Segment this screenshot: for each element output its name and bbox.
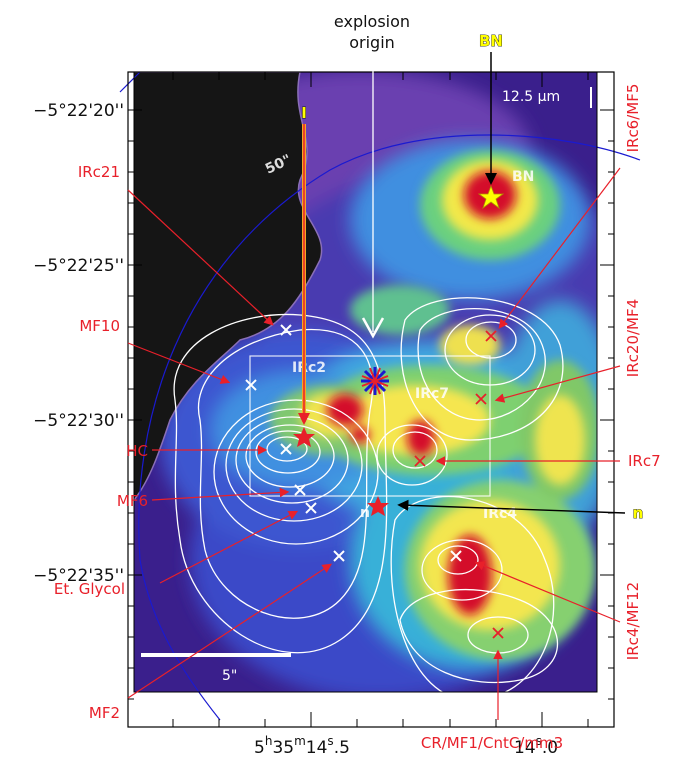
irc-box (249, 355, 491, 497)
wavelength-label: 12.5 μm (502, 89, 560, 105)
dec-tick-label: −5°22'20'' (33, 101, 124, 121)
ra-tick-label-2: 14s.0 (514, 734, 558, 758)
ra-tick-label: 5h35m14s.5 (254, 734, 350, 758)
n-tag: n (633, 504, 644, 522)
scale-bar-label: 5" (222, 668, 237, 684)
label-irc21: IRc21 (78, 163, 120, 181)
irc2-image-label: IRc2 (292, 360, 326, 376)
n-arrow (397, 499, 626, 514)
bn-star (477, 184, 505, 210)
label-irc20mf4: IRc20/MF4 (624, 299, 642, 377)
label-mf2: MF2 (89, 704, 120, 722)
right-ticks (600, 109, 614, 700)
label-cr: CR/MF1/CntC/mm3 (421, 734, 563, 752)
label-etglycol: Et. Glycol (54, 580, 125, 598)
label-mf6: MF6 (117, 492, 148, 510)
n-image-label: n (360, 505, 370, 521)
dec-tick-label: −5°22'35'' (33, 566, 124, 586)
label-irc4mf12: IRc4/MF12 (624, 582, 642, 660)
dec-tick-label: −5°22'25'' (33, 256, 124, 276)
explosion-arrow-head (361, 317, 385, 339)
irc4-image-label: IRc4 (483, 506, 517, 522)
red-x-markers (414, 330, 504, 639)
label-mf10: MF10 (79, 317, 120, 335)
white-x-markers (245, 324, 462, 562)
source-i-star (293, 427, 315, 447)
intensity-map (134, 72, 597, 692)
explosion-origin-marker (361, 367, 389, 395)
irc7-image-label: IRc7 (415, 386, 449, 402)
explosion-label-line1: explosion (334, 12, 410, 31)
axes-frame (127, 71, 615, 728)
bn-tag: BN (479, 32, 503, 50)
label-hc: HC (126, 442, 148, 460)
bn-image-label: BN (512, 169, 534, 185)
explosion-label-line2: origin (349, 33, 395, 52)
label-irc6mf5: IRc6/MF5 (624, 84, 642, 153)
left-ticks (128, 109, 142, 700)
i-tag: I (301, 104, 307, 122)
bottom-ticks (172, 72, 589, 727)
leader-lines (127, 167, 621, 720)
source-n-star (367, 496, 389, 516)
dec-tick-label: −5°22'30'' (33, 411, 124, 431)
label-irc7: IRc7 (628, 452, 661, 470)
